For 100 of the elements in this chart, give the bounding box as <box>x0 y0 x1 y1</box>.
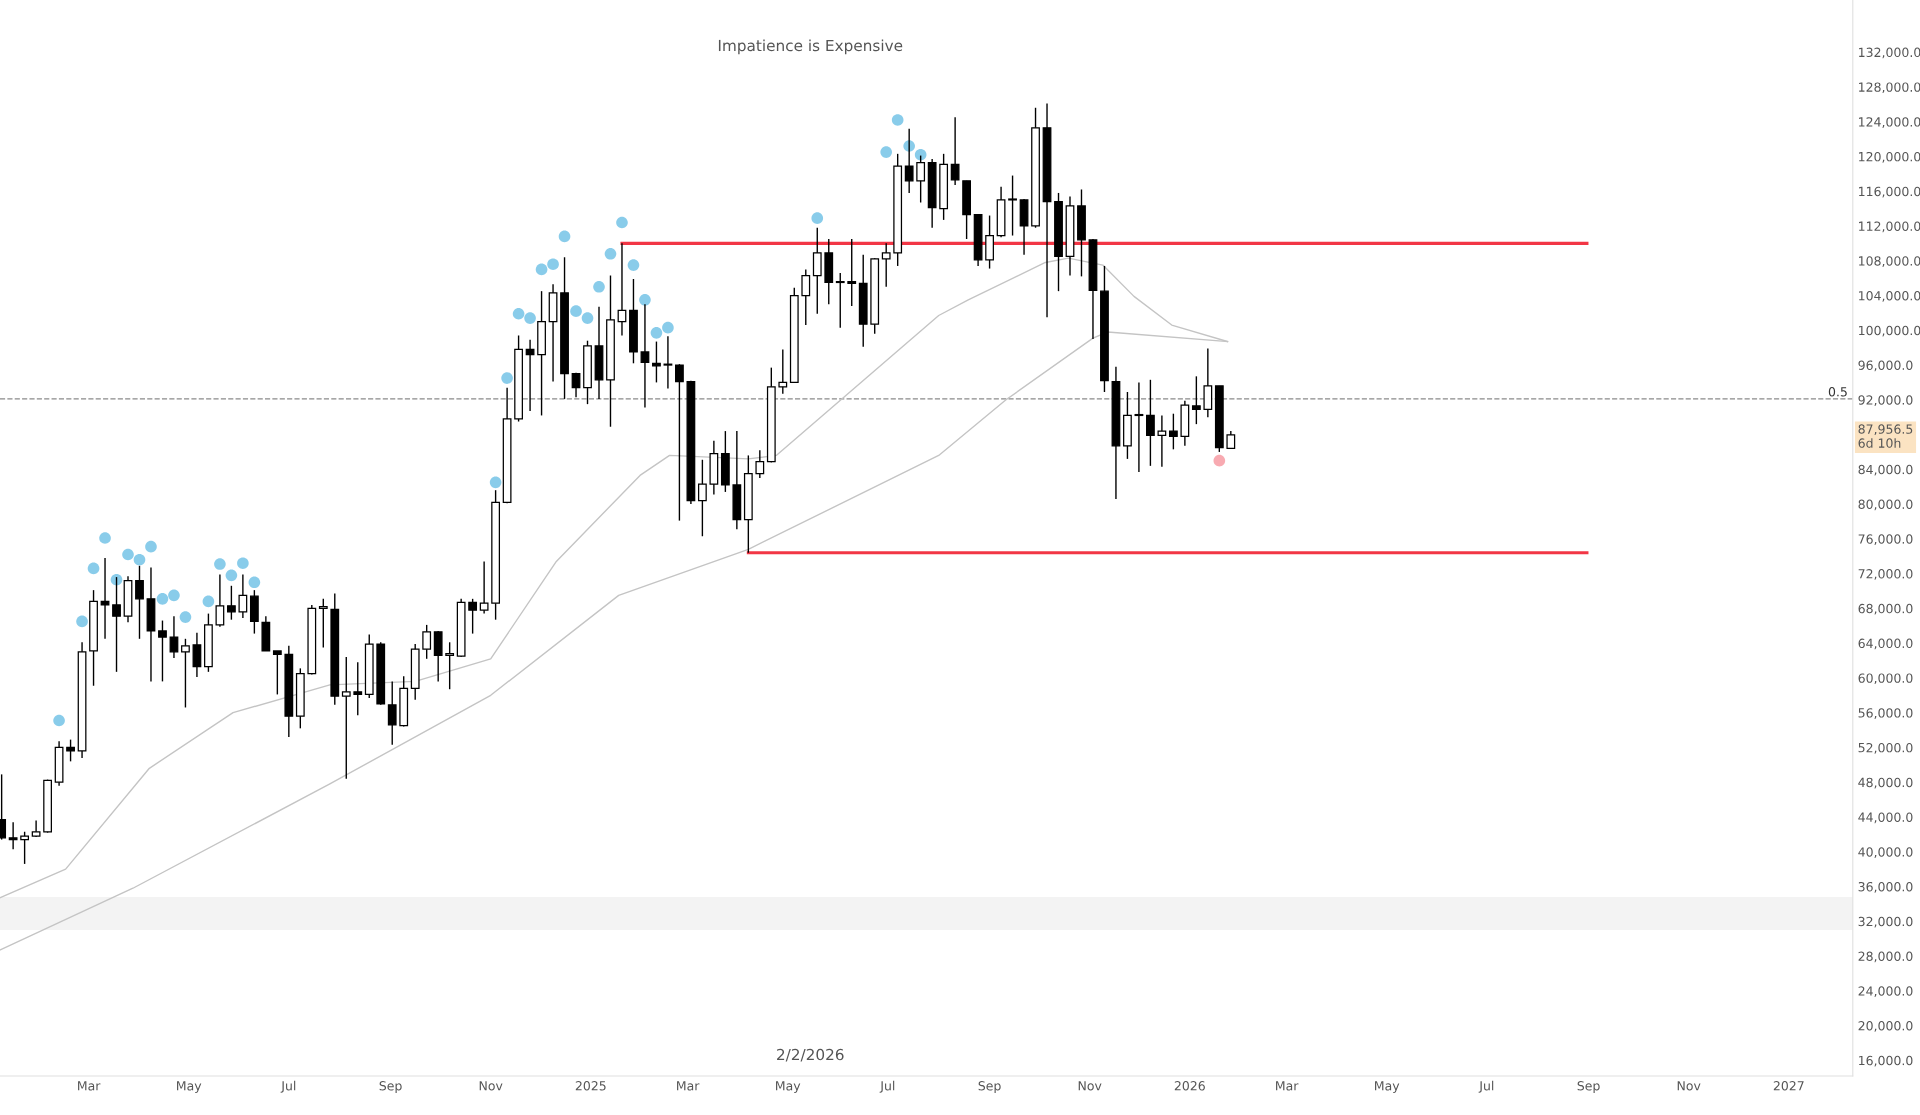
text: Impatience is Expensive <box>718 39 903 55</box>
annotation: 2/2/2026 <box>777 1048 844 1062</box>
y-tick-label: 40,000.0 <box>1858 847 1913 858</box>
point <box>512 307 525 320</box>
point <box>604 247 617 260</box>
candlestick <box>1157 414 1167 468</box>
candlestick <box>468 598 478 635</box>
y-tick-label: 124,000.0 <box>1859 117 1920 128</box>
y-tick-label: 76,000.0 <box>1858 534 1913 546</box>
candlestick <box>238 573 248 619</box>
y-tick-label: 132,000.0 <box>1859 47 1920 59</box>
candlestick <box>1203 347 1213 418</box>
point <box>639 294 651 306</box>
point <box>627 259 640 271</box>
y-tick-label: 72,000.0 <box>1858 569 1913 580</box>
candlestick <box>571 372 581 398</box>
x-tick-label: Sep <box>379 1081 402 1093</box>
candlestick <box>422 624 432 660</box>
y-tick-label: 108,000.0 <box>1859 256 1920 267</box>
candlestick <box>778 348 788 395</box>
annotation: 0.5 <box>1828 387 1847 397</box>
x-tick-label: Jul <box>280 1080 296 1093</box>
x-tick-label: Nov <box>1677 1081 1701 1091</box>
x-tick-label: May <box>177 1081 202 1093</box>
point <box>122 548 134 561</box>
y-tick-label: 116,000.0 <box>1859 186 1920 198</box>
candlestick <box>479 560 489 615</box>
y-tick-label: 32,000.0 <box>1858 916 1913 928</box>
point <box>248 576 261 589</box>
point <box>662 321 674 334</box>
x-tick-label: Mar <box>677 1081 700 1091</box>
point <box>914 148 927 161</box>
candlestick <box>31 819 41 838</box>
point <box>99 532 111 544</box>
point <box>891 114 904 126</box>
y-tick-label: 104,000.0 <box>1859 290 1920 302</box>
y-tick-label: 112,000.0 <box>1859 221 1920 233</box>
candlestick <box>950 116 960 186</box>
y-tick-label: 48,000.0 <box>1858 777 1913 789</box>
y-tick-label: 56,000.0 <box>1858 708 1913 719</box>
x-tick-label: Sep <box>978 1081 1001 1093</box>
y-tick-label: 96,000.0 <box>1858 360 1913 372</box>
point <box>145 540 157 553</box>
candlestick <box>445 641 455 690</box>
y-tick-label: 120,000.0 <box>1859 151 1920 163</box>
x-tick-label: 2025 <box>575 1081 606 1091</box>
candlestick <box>66 738 75 763</box>
point <box>214 558 226 570</box>
point <box>225 569 238 582</box>
point <box>570 305 582 317</box>
candlestick <box>341 656 351 780</box>
candlestick <box>675 363 684 522</box>
y-tick-label: 84,000.0 <box>1858 464 1913 476</box>
x-tick-label: Mar <box>1276 1081 1299 1091</box>
point <box>168 589 180 602</box>
candlestick <box>755 449 765 479</box>
candlestick <box>847 238 857 307</box>
candlestick <box>1134 381 1144 473</box>
point <box>237 557 249 569</box>
point <box>179 611 192 623</box>
candlestick <box>192 632 202 678</box>
point <box>489 476 502 489</box>
y-tick-label: 44,000.0 <box>1858 812 1913 824</box>
candlestick <box>112 576 121 673</box>
x-tick-label: 2026 <box>1174 1081 1205 1091</box>
point <box>616 216 628 229</box>
x-tick-label: Nov <box>479 1081 503 1091</box>
x-tick-label: May <box>1375 1081 1400 1093</box>
point <box>202 595 215 608</box>
y-tick-label: 60,000.0 <box>1858 673 1913 685</box>
y-tick-label: 52,000.0 <box>1858 742 1913 754</box>
y-tick-label: 36,000.0 <box>1858 881 1913 893</box>
x-tick-label: Sep <box>1577 1081 1600 1093</box>
candlestick <box>181 638 190 709</box>
candlestick <box>100 557 110 640</box>
candlestick <box>1008 174 1017 237</box>
point <box>880 146 892 158</box>
candlestick <box>663 335 673 390</box>
candlestick <box>433 630 443 683</box>
y-tick-label: 92,000.0 <box>1858 395 1913 406</box>
y-tick-label: 20,000.0 <box>1858 1021 1913 1032</box>
x-tick-label: 2027 <box>1773 1081 1804 1091</box>
point <box>156 593 169 605</box>
candlestick <box>158 619 167 683</box>
candlestick <box>169 615 179 659</box>
point <box>558 230 571 243</box>
point <box>501 372 513 384</box>
point <box>581 312 594 324</box>
point <box>1213 454 1226 467</box>
candlestick <box>801 268 811 326</box>
candlestick <box>318 598 328 649</box>
candlestick <box>697 459 707 537</box>
point <box>87 562 100 575</box>
candlestick <box>812 227 822 315</box>
x-tick-label: Jul <box>1478 1080 1494 1093</box>
candlestick <box>20 831 30 865</box>
candlestick <box>135 565 144 640</box>
point <box>535 263 548 276</box>
point <box>547 258 559 271</box>
candlestick <box>1146 379 1155 467</box>
